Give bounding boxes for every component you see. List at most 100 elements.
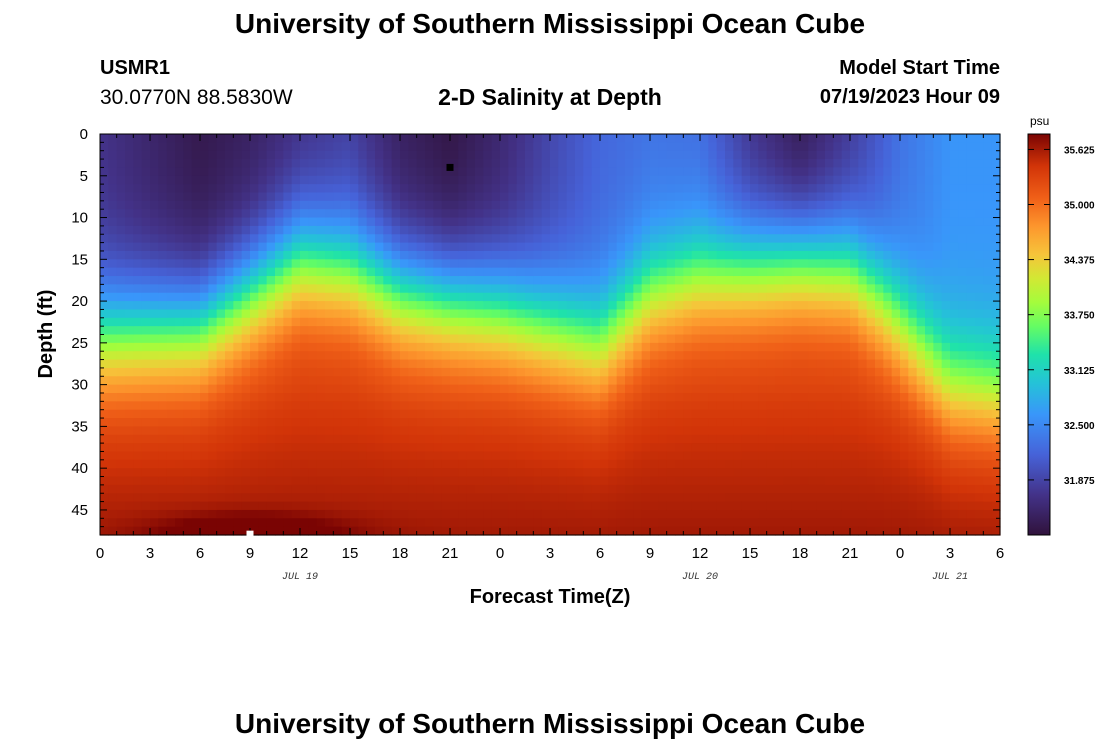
heatmap-cell [458, 134, 468, 143]
heatmap-cell [741, 150, 751, 160]
heatmap-cell [725, 309, 734, 319]
heatmap-cell [466, 142, 476, 152]
heatmap-cell [391, 359, 401, 369]
heatmap-cell [258, 317, 268, 327]
heatmap-cell [541, 259, 551, 269]
heatmap-cell [808, 309, 818, 319]
heatmap-cell [116, 209, 126, 219]
heatmap-cell [633, 184, 643, 194]
heatmap-cell [266, 501, 276, 511]
heatmap-cell [958, 443, 968, 453]
heatmap-cell [500, 526, 509, 536]
heatmap-cell [850, 342, 859, 352]
heatmap-cell [433, 225, 443, 235]
heatmap-cell [650, 225, 659, 235]
heatmap-cell [758, 259, 768, 269]
heatmap-cell [791, 351, 801, 361]
heatmap-cell [575, 250, 584, 260]
heatmap-cell [675, 192, 684, 202]
heatmap-cell [441, 526, 451, 536]
heatmap-cell [683, 484, 693, 494]
heatmap-cell [883, 192, 893, 202]
heatmap-cell [450, 509, 459, 519]
heatmap-cell [458, 476, 468, 486]
heatmap-cell [650, 459, 659, 469]
heatmap-cell [525, 443, 534, 453]
heatmap-cell [758, 225, 768, 235]
heatmap-cell [875, 434, 884, 444]
heatmap-cell [308, 142, 318, 152]
heatmap-cell [383, 225, 393, 235]
heatmap-cell [391, 342, 401, 352]
heatmap-cell [308, 392, 318, 402]
heatmap-cell [175, 134, 184, 143]
heatmap-cell [541, 284, 551, 294]
heatmap-cell [208, 326, 218, 336]
heatmap-cell [108, 476, 118, 486]
heatmap-cell [416, 301, 426, 311]
heatmap-cell [883, 225, 893, 235]
heatmap-cell [458, 409, 468, 419]
heatmap-cell [250, 418, 259, 427]
heatmap-cell [325, 342, 334, 352]
heatmap-cell [941, 317, 951, 327]
heatmap-cell [683, 192, 693, 202]
heatmap-cell [683, 418, 693, 427]
heatmap-cell [525, 276, 534, 285]
heatmap-cell [916, 351, 926, 361]
heatmap-cell [891, 384, 901, 394]
heatmap-cell [208, 459, 218, 469]
heatmap-cell [491, 401, 501, 411]
heatmap-cell [558, 276, 568, 285]
heatmap-cell [641, 484, 651, 494]
heatmap-cell [708, 526, 718, 536]
heatmap-cell [133, 259, 143, 269]
heatmap-cell [225, 443, 234, 453]
heatmap-cell [700, 209, 709, 219]
heatmap-cell [225, 401, 234, 411]
heatmap-cell [608, 426, 618, 436]
heatmap-cell [358, 476, 368, 486]
heatmap-cell [466, 301, 476, 311]
heatmap-cell [941, 518, 951, 528]
heatmap-cell [708, 468, 718, 478]
heatmap-cell [766, 217, 776, 227]
heatmap-cell [650, 376, 659, 386]
heatmap-cell [283, 142, 293, 152]
heatmap-cell [858, 309, 868, 319]
heatmap-cell [383, 451, 393, 461]
heatmap-cell [550, 434, 559, 444]
heatmap-cell [591, 234, 601, 244]
heatmap-cell [408, 443, 418, 453]
heatmap-cell [316, 267, 326, 277]
heatmap-cell [483, 317, 493, 327]
heatmap-cell [666, 142, 676, 152]
heatmap-cell [675, 501, 684, 511]
heatmap-cell [208, 142, 218, 152]
heatmap-cell [933, 476, 943, 486]
heatmap-cell [575, 451, 584, 461]
heatmap-cell [241, 259, 251, 269]
heatmap-cell [333, 267, 343, 277]
heatmap-cell [716, 250, 726, 260]
heatmap-cell [675, 234, 684, 244]
heatmap-cell [783, 468, 793, 478]
heatmap-cell [825, 418, 834, 427]
heatmap-cell [491, 250, 501, 260]
heatmap-cell [816, 418, 826, 427]
heatmap-cell [900, 159, 909, 169]
heatmap-cell [783, 225, 793, 235]
heatmap-cell [875, 518, 884, 528]
heatmap-cell [266, 401, 276, 411]
heatmap-cell [875, 367, 884, 377]
heatmap-cell [266, 184, 276, 194]
heatmap-cell [125, 367, 134, 377]
heatmap-cell [633, 159, 643, 169]
heatmap-cell [675, 418, 684, 427]
heatmap-cell [725, 250, 734, 260]
heatmap-cell [791, 317, 801, 327]
heatmap-cell [458, 401, 468, 411]
heatmap-cell [541, 484, 551, 494]
heatmap-cell [300, 267, 309, 277]
heatmap-cell [725, 292, 734, 302]
